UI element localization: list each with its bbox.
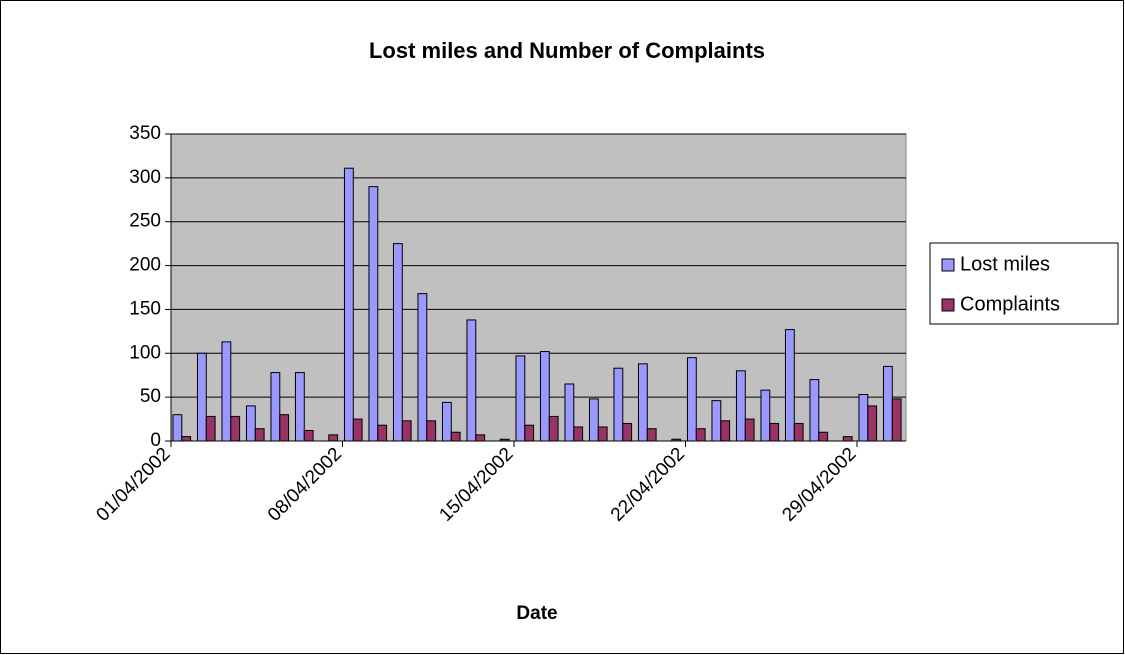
bar bbox=[613, 367, 624, 442]
bar bbox=[245, 405, 256, 442]
bar bbox=[744, 418, 755, 442]
bar bbox=[842, 436, 853, 442]
bar bbox=[720, 420, 731, 442]
bar bbox=[475, 434, 486, 442]
bar bbox=[499, 438, 510, 442]
y-tick-label: 250 bbox=[129, 211, 161, 232]
bar bbox=[858, 394, 869, 442]
y-tick-label: 0 bbox=[150, 430, 161, 451]
bar bbox=[221, 341, 232, 442]
bar bbox=[230, 415, 241, 442]
legend-swatch bbox=[941, 298, 955, 312]
bar bbox=[564, 383, 575, 442]
bar bbox=[597, 426, 608, 442]
plot-area bbox=[170, 133, 907, 442]
legend-box bbox=[929, 242, 1119, 325]
bar bbox=[695, 428, 706, 442]
bar bbox=[392, 243, 403, 442]
bar bbox=[401, 420, 412, 442]
bar bbox=[417, 293, 428, 442]
bar bbox=[426, 420, 437, 442]
bar bbox=[343, 167, 354, 442]
y-tick-label: 150 bbox=[129, 298, 161, 319]
bar bbox=[711, 400, 722, 442]
bar bbox=[573, 426, 584, 442]
x-axis-title: Date bbox=[516, 603, 557, 624]
bar bbox=[637, 363, 648, 442]
bar bbox=[735, 370, 746, 442]
bar bbox=[793, 422, 804, 442]
y-tick-label: 200 bbox=[129, 255, 161, 276]
bar bbox=[818, 431, 829, 442]
legend-swatch bbox=[941, 258, 955, 272]
y-tick-label: 50 bbox=[140, 386, 161, 407]
bar bbox=[882, 365, 893, 442]
bar bbox=[548, 415, 559, 442]
bar bbox=[524, 424, 535, 442]
bar bbox=[368, 186, 379, 442]
y-tick-label: 350 bbox=[129, 123, 161, 144]
bar bbox=[646, 428, 657, 442]
bar bbox=[254, 428, 265, 442]
bar bbox=[891, 398, 902, 442]
bar bbox=[205, 415, 216, 442]
bar bbox=[196, 352, 207, 442]
legend-label: Lost miles bbox=[960, 253, 1050, 275]
bar bbox=[867, 405, 878, 442]
bar bbox=[760, 389, 771, 442]
y-tick-label: 100 bbox=[129, 342, 161, 363]
bar bbox=[377, 424, 388, 442]
bar bbox=[172, 414, 183, 442]
bar bbox=[303, 429, 314, 442]
bar bbox=[622, 422, 633, 442]
bar bbox=[588, 398, 599, 442]
bar bbox=[270, 372, 281, 442]
chart-title: Lost miles and Number of Complaints bbox=[369, 38, 765, 63]
bar bbox=[441, 401, 452, 442]
bar bbox=[769, 422, 780, 442]
bar bbox=[181, 436, 192, 442]
bar bbox=[784, 329, 795, 442]
bar bbox=[279, 414, 290, 442]
bar bbox=[671, 438, 682, 442]
bar bbox=[450, 431, 461, 442]
bar bbox=[515, 355, 526, 442]
bar bbox=[352, 418, 363, 442]
bar bbox=[539, 351, 550, 442]
bar bbox=[809, 379, 820, 442]
bar bbox=[328, 434, 339, 442]
y-tick-label: 300 bbox=[129, 167, 161, 188]
bar bbox=[466, 319, 477, 442]
bar bbox=[294, 372, 305, 442]
bar bbox=[686, 357, 697, 442]
legend-label: Complaints bbox=[960, 293, 1060, 315]
